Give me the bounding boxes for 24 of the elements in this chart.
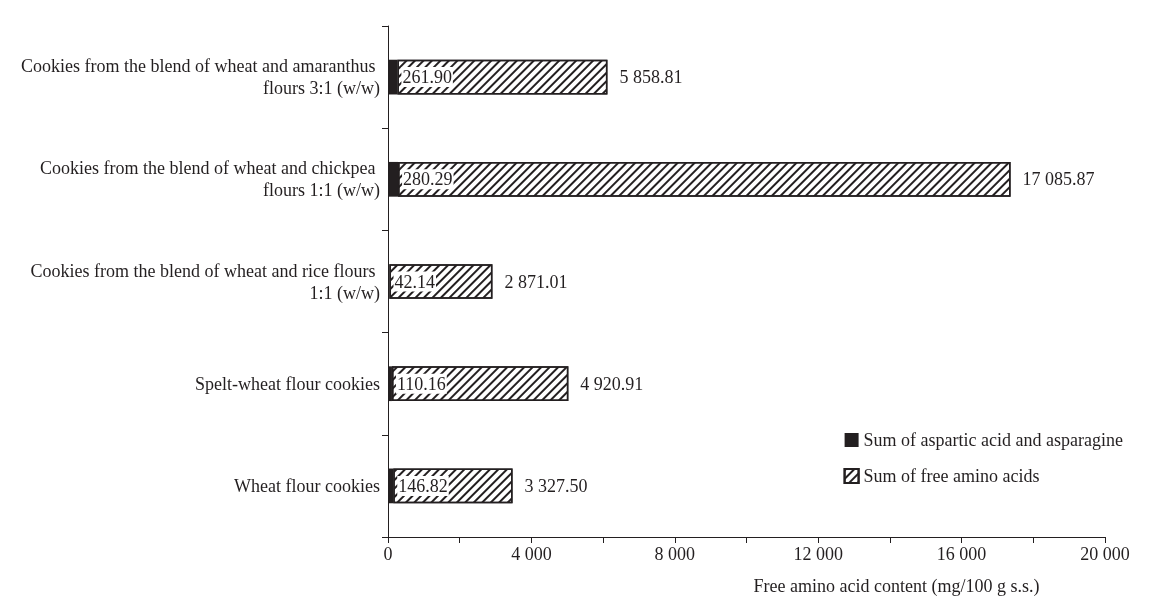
data-label: 261.90 <box>402 67 452 88</box>
y-tick-label: Wheat flour cookies <box>234 475 380 496</box>
x-tick-label: 0 <box>383 544 393 564</box>
data-label: 42.14 <box>394 271 436 292</box>
data-label: 17 085.87 <box>1022 169 1095 190</box>
x-tick-label: 20 000 <box>1080 544 1130 564</box>
legend-label: Sum of free amino acids <box>863 466 1040 486</box>
data-label: 2 871.01 <box>504 271 568 292</box>
data-label: 4 920.91 <box>580 373 644 394</box>
x-tick-label: 8 000 <box>654 544 696 564</box>
legend-label: Sum of aspartic acid and asparagine <box>863 430 1124 450</box>
x-axis-title: Free amino acid content (mg/100 g s.s.) <box>753 576 1040 597</box>
data-label: 146.82 <box>398 475 448 496</box>
x-tick-label: 16 000 <box>936 544 987 564</box>
data-label: 3 327.50 <box>524 475 588 496</box>
y-tick-label: Cookies from the blend of wheat and chickpea flours 1:1 (w/w) <box>40 158 380 202</box>
data-label: 5 858.81 <box>619 67 683 88</box>
x-tick-label: 4 000 <box>511 544 552 564</box>
x-tick-label: 12 000 <box>793 544 843 564</box>
data-label: 110.16 <box>396 373 446 394</box>
y-tick-label: Spelt-wheat flour cookies <box>195 373 380 394</box>
data-label: 280.29 <box>403 169 453 190</box>
y-tick-label: Cookies from the blend of wheat and amaranthus flours 3:1 (w/w) <box>21 56 380 100</box>
y-tick-label: Cookies from the blend of wheat and rice flours 1:1 (w/w) <box>30 260 380 304</box>
